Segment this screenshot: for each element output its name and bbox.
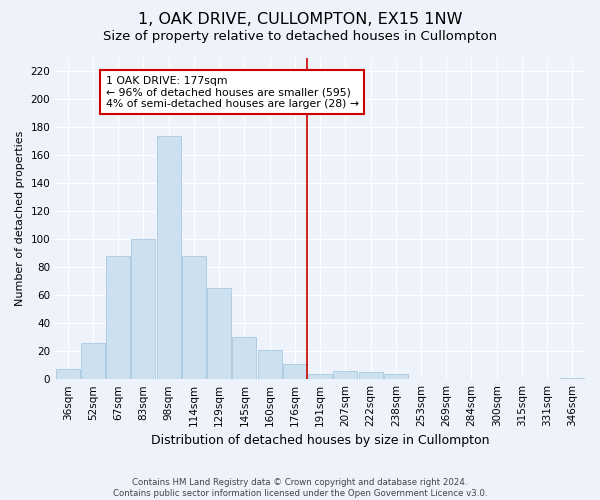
Bar	[56, 370, 80, 379]
X-axis label: Distribution of detached houses by size in Cullompton: Distribution of detached houses by size …	[151, 434, 490, 448]
Bar	[157, 136, 181, 379]
Bar	[359, 372, 383, 379]
Bar	[81, 343, 105, 379]
Bar	[207, 288, 231, 379]
Bar	[182, 256, 206, 379]
Text: 1 OAK DRIVE: 177sqm
← 96% of detached houses are smaller (595)
4% of semi-detach: 1 OAK DRIVE: 177sqm ← 96% of detached ho…	[106, 76, 359, 109]
Bar	[308, 374, 332, 379]
Bar	[131, 240, 155, 379]
Bar	[334, 371, 357, 379]
Bar	[106, 256, 130, 379]
Bar	[232, 337, 256, 379]
Text: Size of property relative to detached houses in Cullompton: Size of property relative to detached ho…	[103, 30, 497, 43]
Bar	[283, 364, 307, 379]
Y-axis label: Number of detached properties: Number of detached properties	[15, 130, 25, 306]
Text: Contains HM Land Registry data © Crown copyright and database right 2024.
Contai: Contains HM Land Registry data © Crown c…	[113, 478, 487, 498]
Text: 1, OAK DRIVE, CULLOMPTON, EX15 1NW: 1, OAK DRIVE, CULLOMPTON, EX15 1NW	[138, 12, 462, 28]
Bar	[257, 350, 281, 379]
Bar	[384, 374, 408, 379]
Bar	[560, 378, 584, 379]
